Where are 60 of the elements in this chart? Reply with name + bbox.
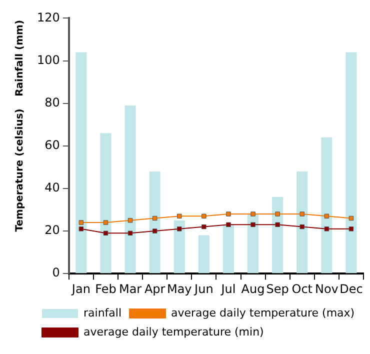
point — [348, 226, 354, 232]
bar — [296, 171, 308, 274]
bar — [76, 52, 87, 274]
bar — [149, 171, 160, 274]
point — [177, 214, 182, 219]
point — [152, 228, 158, 234]
point — [226, 222, 231, 228]
y-tick-label: 80 — [44, 95, 60, 110]
x-tick-label: Sep — [266, 282, 289, 296]
x-tick-label: May — [166, 282, 192, 296]
y-tick-label: 40 — [44, 180, 60, 195]
x-tick-label: Aug — [241, 282, 265, 296]
point — [250, 222, 256, 228]
point — [202, 224, 206, 230]
x-tick-label: Dec — [340, 282, 363, 296]
bar — [272, 196, 284, 274]
point — [103, 220, 108, 225]
y-tick-label: 0 — [52, 266, 60, 280]
point — [300, 212, 304, 216]
point — [177, 226, 182, 232]
x-tick-label: Jul — [220, 282, 236, 296]
point — [275, 222, 280, 228]
x-tick-label: Jun — [194, 282, 214, 296]
y-tick-label: 20 — [44, 223, 60, 238]
point — [103, 230, 108, 236]
legend-label: rainfall — [84, 306, 122, 320]
y-tick-label: 120 — [37, 10, 60, 24]
bar — [174, 220, 185, 274]
legend-label: average daily temperature (min) — [84, 325, 264, 338]
x-tick-label: Nov — [314, 282, 338, 296]
point — [250, 212, 256, 216]
point — [78, 226, 84, 232]
point — [78, 220, 84, 225]
bar — [321, 137, 332, 274]
point — [202, 214, 206, 219]
bar — [124, 105, 136, 274]
point — [226, 212, 231, 216]
x-tick-label: Apr — [144, 282, 166, 296]
bar — [248, 214, 259, 274]
point — [275, 212, 280, 216]
bar — [346, 52, 357, 274]
y-tick-label: 100 — [37, 52, 60, 67]
legend-label: average daily temperature (max) — [171, 306, 355, 320]
x-tick-label: Mar — [118, 282, 142, 296]
x-tick-label: Feb — [95, 282, 116, 296]
x-tick-label: Oct — [292, 282, 313, 296]
point — [128, 230, 133, 236]
bar — [222, 224, 234, 274]
text: Temperature (celsius) — [14, 108, 26, 232]
x-tick-label: Jan — [70, 282, 90, 296]
y-axis-title: Rainfall (mm) — [14, 20, 26, 96]
y-tick-label: 60 — [44, 138, 60, 152]
bar — [198, 235, 210, 274]
point — [300, 224, 304, 230]
point — [348, 216, 354, 221]
point — [128, 218, 133, 223]
bar — [100, 133, 112, 274]
point — [324, 226, 330, 232]
point — [324, 214, 330, 219]
point — [152, 216, 158, 221]
